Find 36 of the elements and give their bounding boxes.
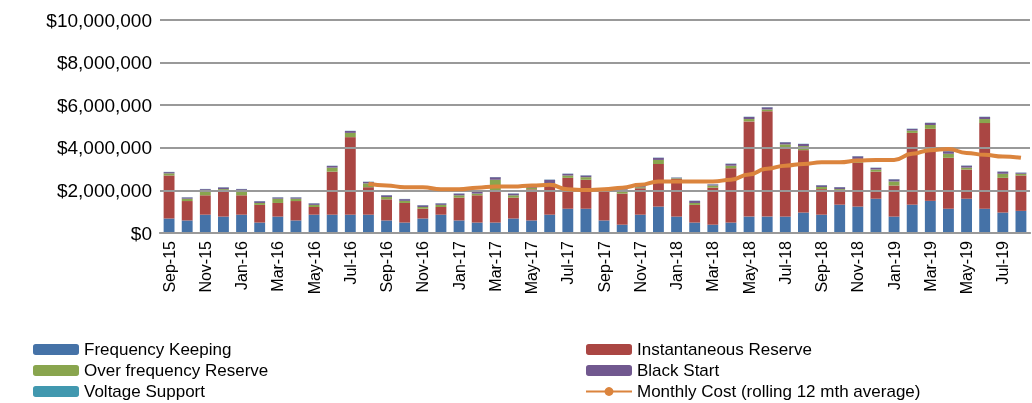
x-tick-label: Jan-18 — [668, 240, 686, 290]
x-tick-label: May-16 — [305, 240, 323, 295]
x-tick-label: Mar-16 — [269, 240, 287, 292]
x-tick-label: Mar-18 — [704, 240, 722, 292]
x-tick-label: Jan-17 — [450, 240, 468, 290]
x-tick-label: May-19 — [958, 240, 976, 295]
x-tick-label: Jan-16 — [233, 240, 251, 290]
x-tick-label: Nov-17 — [631, 240, 649, 293]
x-tick-label: Mar-17 — [486, 240, 504, 292]
legend-label: Frequency Keeping — [84, 340, 232, 359]
x-tick-label: Jan-19 — [885, 240, 903, 290]
x-tick-label: Sep-17 — [595, 240, 613, 293]
y-tick-label: $4,000,000 — [56, 137, 152, 159]
y-tick-label: $10,000,000 — [46, 9, 152, 31]
y-tick-label: $8,000,000 — [56, 52, 152, 74]
x-tick-label: May-18 — [740, 240, 758, 295]
x-tick-label: Nov-18 — [849, 240, 867, 293]
x-tick-label: Jul-16 — [341, 240, 359, 285]
y-tick-label: $2,000,000 — [56, 179, 152, 201]
x-tick-label: Jul-18 — [776, 240, 794, 285]
legend-label: Over frequency Reserve — [84, 361, 269, 380]
x-tick-label: Jul-17 — [559, 240, 577, 285]
y-tick-label: $0 — [130, 222, 152, 244]
x-tick-label: Sep-16 — [378, 240, 396, 293]
x-tick-label: Sep-18 — [813, 240, 831, 293]
x-tick-label: Jul-19 — [994, 240, 1012, 285]
legend-label: Black Start — [637, 361, 720, 380]
x-tick-label: May-17 — [523, 240, 541, 295]
legend-label: Instantaneous Reserve — [637, 340, 812, 359]
x-tick-label: Sep-15 — [160, 240, 178, 293]
legend-label: Voltage Support — [84, 382, 206, 401]
x-tick-label: Mar-19 — [921, 240, 939, 292]
y-tick-label: $6,000,000 — [56, 94, 152, 116]
legend-label: Monthly Cost (rolling 12 mth average) — [637, 382, 921, 401]
x-tick-label: Nov-15 — [196, 240, 214, 293]
x-tick-label: Nov-16 — [414, 240, 432, 293]
